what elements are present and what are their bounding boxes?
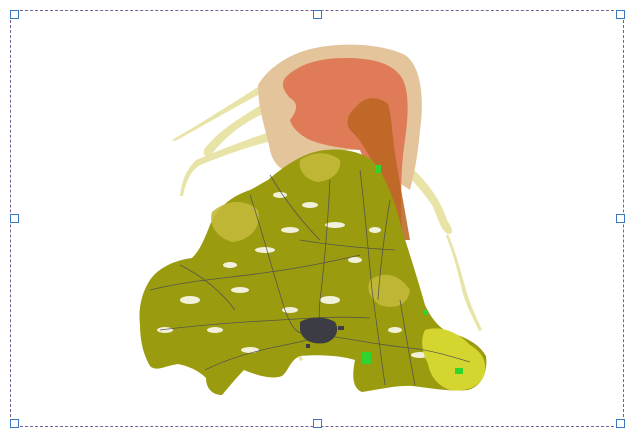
bright-green-spots: [362, 165, 463, 374]
road-network: [149, 169, 471, 386]
resize-handle-top-right[interactable]: [616, 10, 625, 19]
light-olive-patches: [211, 153, 410, 307]
resize-handle-middle-left[interactable]: [10, 214, 19, 223]
resize-handle-middle-right[interactable]: [616, 214, 625, 223]
yellow-green-southeast: [422, 328, 486, 391]
terrain-gaps: [157, 192, 429, 358]
city-cluster: [300, 317, 344, 348]
pale-streams-west: [172, 82, 275, 196]
resize-handle-bottom-left[interactable]: [10, 419, 19, 428]
resize-handle-top-left[interactable]: [10, 10, 19, 19]
resize-handle-bottom-right[interactable]: [616, 419, 625, 428]
resize-handle-top-center[interactable]: [313, 10, 322, 19]
selection-frame[interactable]: [10, 10, 624, 427]
resize-handle-bottom-center[interactable]: [313, 419, 322, 428]
